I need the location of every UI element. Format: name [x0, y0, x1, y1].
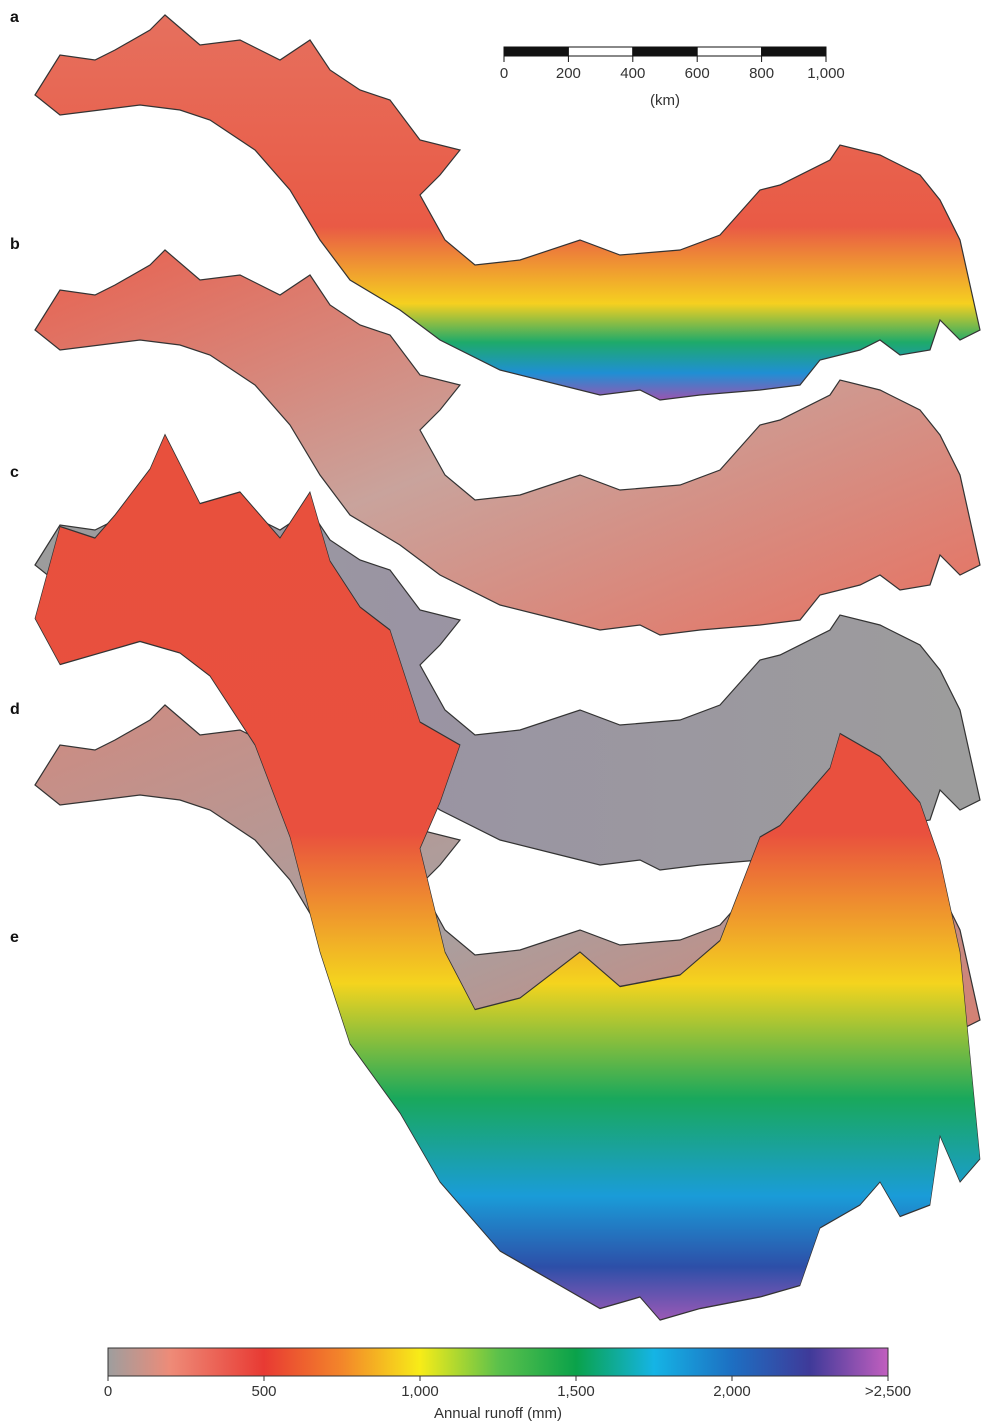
colorbar-tick-label: 1,500 — [557, 1383, 595, 1400]
scale-unit: (km) — [650, 92, 680, 109]
scale-tick-label: 0 — [500, 65, 508, 82]
maps — [33, 14, 982, 1322]
colorbar-tick-label: 2,000 — [713, 1383, 751, 1400]
scale-tick-label: 1,000 — [807, 65, 845, 82]
panel-label: d — [10, 701, 20, 718]
scale-segment — [696, 46, 763, 57]
colorbar-tick-label: 1,000 — [401, 1383, 439, 1400]
colorbar — [107, 1347, 889, 1377]
scale-tick-label: 400 — [620, 65, 645, 82]
panel-label: e — [10, 929, 19, 946]
scale-segment — [567, 46, 634, 57]
scale-segment — [761, 46, 827, 57]
panel-label: b — [10, 236, 20, 253]
scale-tick-label: 600 — [685, 65, 710, 82]
panel-label: a — [10, 9, 19, 26]
colorbar-tick-label: >2,500 — [865, 1383, 911, 1400]
scale-segment — [632, 46, 698, 57]
scale-segment — [503, 46, 569, 57]
colorbar-tick-label: 0 — [104, 1383, 112, 1400]
panel-label: c — [10, 464, 19, 481]
colorbar-label: Annual runoff (mm) — [434, 1405, 562, 1422]
scale-tick-label: 200 — [556, 65, 581, 82]
scale-tick-label: 800 — [749, 65, 774, 82]
colorbar-tick-label: 500 — [251, 1383, 276, 1400]
